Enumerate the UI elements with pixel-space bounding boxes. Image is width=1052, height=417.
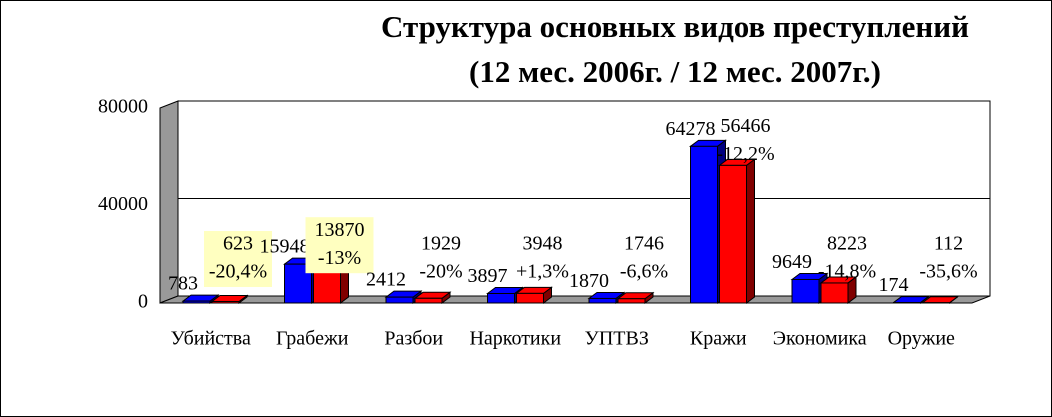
- value-label: 3948: [523, 233, 563, 255]
- bar: [182, 300, 211, 304]
- x-tick-label: Наркотики: [469, 328, 561, 350]
- value-label: 13870: [315, 219, 365, 241]
- value-label: 64278: [666, 118, 716, 140]
- value-label: 15948: [260, 236, 310, 258]
- value-label: 112: [934, 233, 963, 255]
- x-tick-label: Грабежи: [276, 328, 349, 350]
- chart-title: Структура основных видов преступлений: [381, 9, 969, 44]
- value-label: 2412: [366, 269, 406, 291]
- change-label: -13%: [318, 247, 361, 269]
- x-tick-label: Оружие: [888, 328, 955, 350]
- change-label: -20%: [419, 261, 462, 283]
- y-tick-label: 0: [138, 291, 148, 313]
- bar: [385, 296, 414, 304]
- bar-side: [746, 158, 755, 304]
- change-label: -35,6%: [919, 261, 977, 283]
- value-label: 783: [168, 273, 198, 295]
- bar: [617, 298, 646, 304]
- bar: [820, 282, 849, 304]
- chart-subtitle: (12 мес. 2006г. / 12 мес. 2007г.): [469, 54, 881, 89]
- value-label: 9649: [772, 251, 812, 273]
- bar: [414, 297, 443, 304]
- change-label: -6,6%: [620, 261, 668, 283]
- bar: [487, 293, 515, 304]
- label-box: [204, 231, 272, 287]
- value-label: 56466: [721, 115, 771, 137]
- bar: [719, 164, 747, 304]
- x-tick-label: УПТВЗ: [585, 328, 649, 350]
- value-label: 174: [879, 274, 909, 296]
- change-label: -12,2%: [716, 143, 774, 165]
- value-label: 1746: [624, 233, 664, 255]
- x-tick-label: Экономика: [773, 328, 867, 350]
- bar: [284, 263, 312, 304]
- value-label: 3897: [468, 265, 508, 287]
- x-tick-label: Разбои: [384, 328, 443, 350]
- value-label: 1929: [421, 233, 461, 255]
- value-label: 8223: [827, 233, 867, 255]
- change-label: -14,8%: [818, 261, 876, 283]
- value-label: 623: [223, 233, 253, 255]
- change-label: -20,4%: [209, 261, 267, 283]
- change-label: +1,3%: [516, 261, 569, 283]
- x-tick-label: Кражи: [690, 328, 747, 350]
- y-tick-label: 80000: [98, 96, 148, 118]
- bar: [211, 300, 240, 304]
- bar: [791, 278, 820, 304]
- bar: [516, 292, 544, 304]
- bar: [690, 145, 718, 304]
- value-label: 1870: [569, 270, 609, 292]
- bar: [313, 268, 341, 304]
- x-tick-label: Убийства: [171, 328, 251, 350]
- bar: [588, 297, 617, 304]
- label-box: [305, 217, 374, 274]
- y-tick-label: 40000: [98, 193, 148, 215]
